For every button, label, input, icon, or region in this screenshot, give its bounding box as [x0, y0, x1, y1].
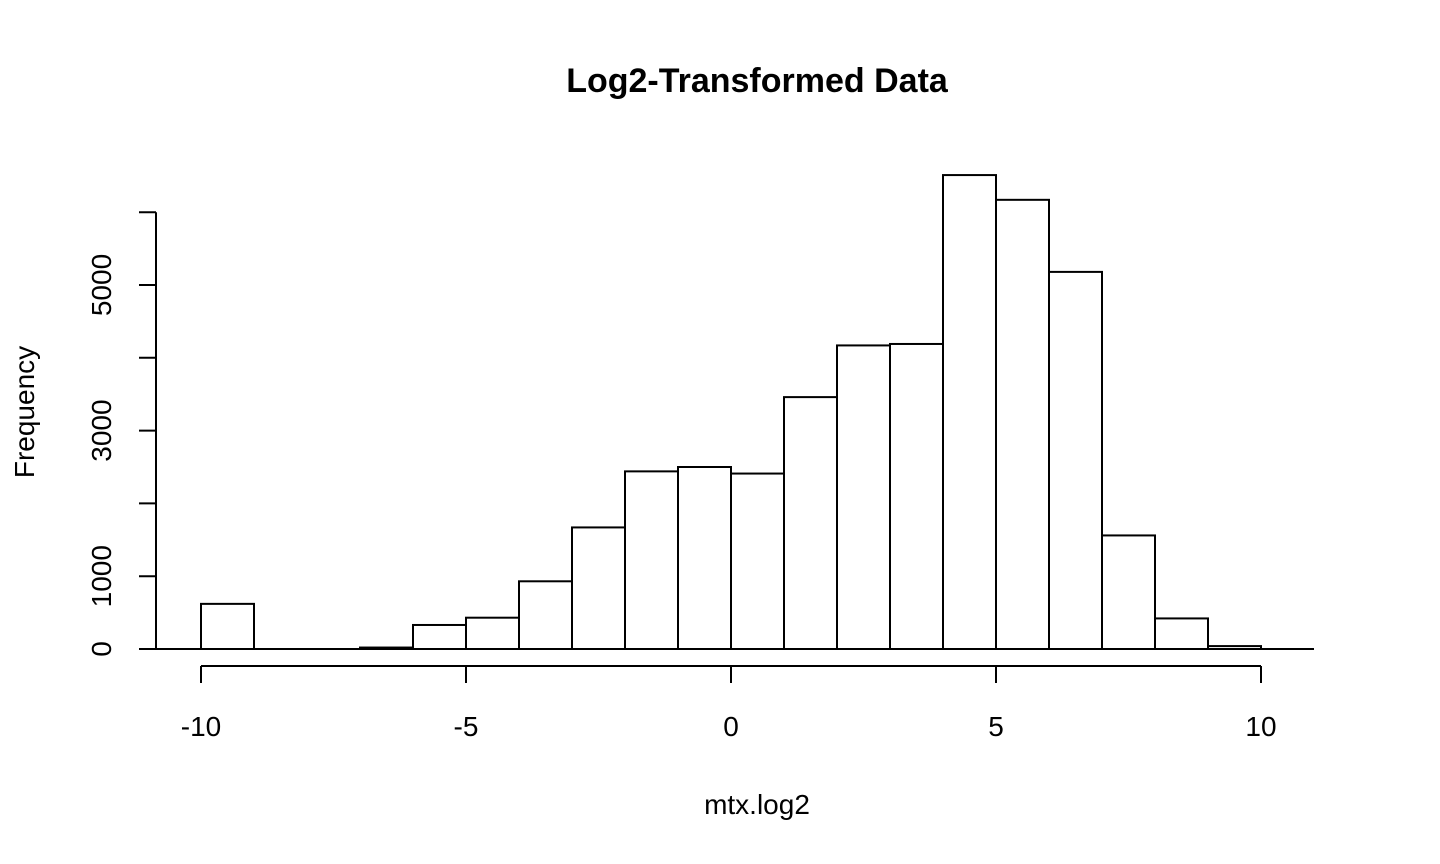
- y-tick-label: 1000: [86, 545, 117, 607]
- histogram-bar: [942, 174, 997, 651]
- histogram-bar: [889, 342, 944, 650]
- y-tick-label: 3000: [86, 399, 117, 461]
- x-axis: -10 -5 0 5 10: [181, 665, 1277, 742]
- x-tick-label: 10: [1245, 711, 1276, 742]
- histogram-bar: [995, 198, 1050, 650]
- histogram-bar: [677, 466, 732, 650]
- histogram-bar: [730, 472, 785, 650]
- histogram-bar: [200, 602, 255, 651]
- histogram-bar: [1101, 534, 1156, 651]
- histogram-bar: [518, 580, 573, 651]
- histogram-bar: [1154, 617, 1209, 651]
- histogram-bar: [624, 470, 679, 651]
- x-tick-label: 5: [988, 711, 1004, 742]
- histogram-bar: [783, 396, 838, 650]
- x-tick-label: -5: [454, 711, 479, 742]
- y-axis-label: Frequency: [9, 346, 40, 478]
- y-axis: 0 1000 3000 5000: [86, 211, 157, 657]
- histogram-bar: [836, 344, 891, 650]
- x-axis-label: mtx.log2: [704, 789, 810, 820]
- histogram-bar: [1048, 270, 1103, 650]
- histogram-bar: [571, 526, 626, 651]
- bars-group: [140, 174, 1314, 651]
- x-tick-label: -10: [181, 711, 221, 742]
- histogram-bar: [412, 623, 467, 651]
- histogram-bar: [465, 616, 520, 650]
- chart-title: Log2-Transformed Data: [566, 62, 949, 100]
- y-tick-label: 0: [86, 641, 117, 657]
- y-tick-label: 5000: [86, 254, 117, 316]
- x-tick-label: 0: [723, 711, 739, 742]
